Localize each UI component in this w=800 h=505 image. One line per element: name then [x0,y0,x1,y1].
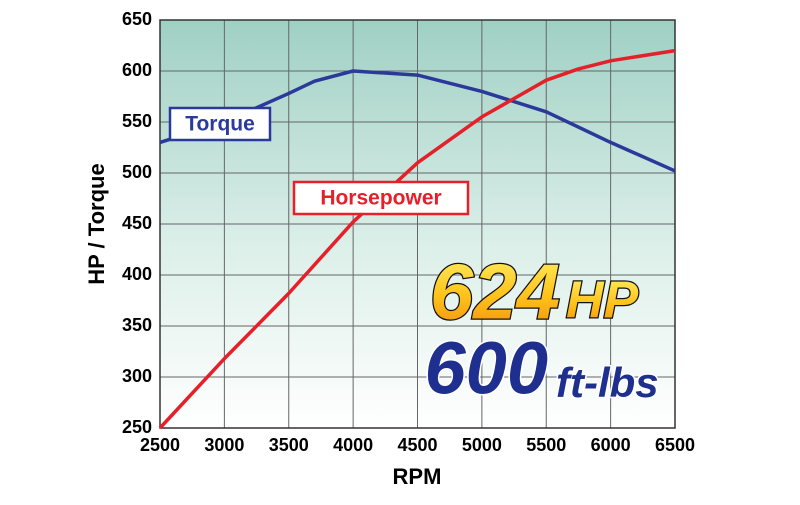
annotation-torque-unit: ft-lbs [556,359,659,406]
x-tick-label: 6500 [655,435,695,455]
y-tick-label: 250 [122,417,152,437]
legend-label: Horsepower [320,187,441,210]
plot-border [159,19,676,429]
x-tick-label: 3000 [204,435,244,455]
y-tick-label: 400 [122,264,152,284]
y-tick-label: 450 [122,213,152,233]
x-axis-label: RPM [393,464,442,489]
y-axis-label: HP / Torque [84,163,109,284]
x-tick-label: 6000 [591,435,631,455]
x-tick-label: 3500 [269,435,309,455]
y-tick-label: 350 [122,315,152,335]
y-tick-label: 300 [122,366,152,386]
legend-box [292,180,470,216]
legend-box [168,106,272,142]
x-tick-label: 5500 [526,435,566,455]
y-tick-label: 600 [122,60,152,80]
y-tick-label: 550 [122,111,152,131]
x-tick-label: 2500 [140,435,180,455]
series-line [158,48,676,430]
annotation-hp-number: 624 [430,248,560,336]
annotation-torque-number: 600 [425,327,548,410]
x-tick-label: 5000 [462,435,502,455]
annotation-hp-unit: HP [566,272,639,330]
y-tick-label: 650 [122,9,152,29]
y-tick-label: 500 [122,162,152,182]
legend-label: Torque [185,113,255,136]
x-tick-label: 4000 [333,435,373,455]
x-tick-label: 4500 [397,435,437,455]
